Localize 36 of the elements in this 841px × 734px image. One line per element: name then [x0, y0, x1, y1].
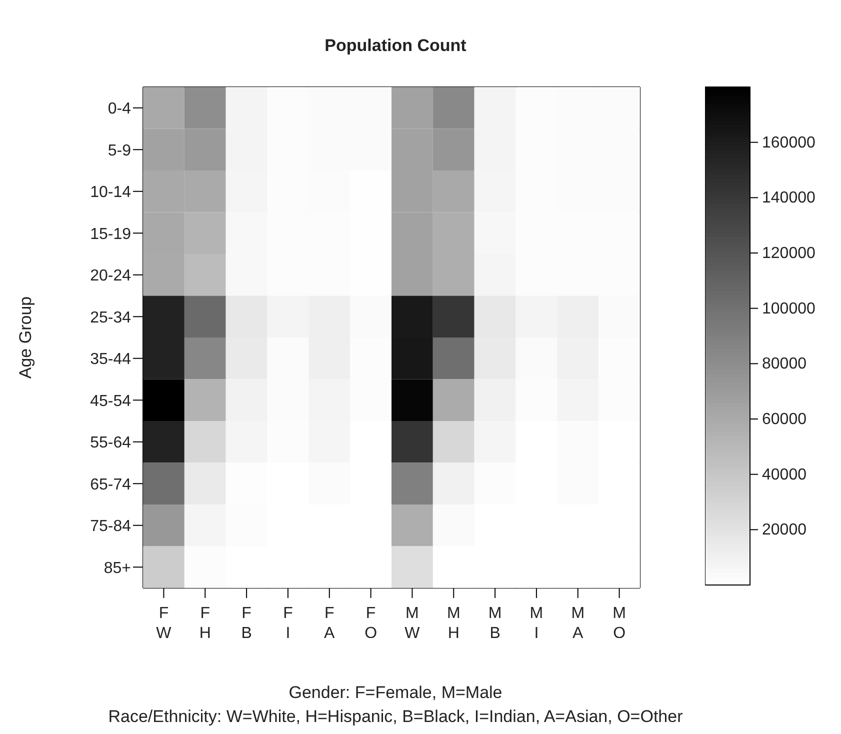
x-tick-label: M A [571, 605, 585, 642]
chart-title: Population Count [324, 36, 468, 56]
y-tick-label: 55-64 [90, 434, 132, 452]
y-tick-label: 5-9 [108, 142, 132, 160]
x-tick-label: F I [283, 605, 294, 642]
y-tick-label: 75-84 [90, 518, 132, 536]
color-scale: 20000 40000 60000 80000 100000 120000 140000 160000 [705, 79, 841, 599]
y-tick-label: 65-74 [90, 476, 132, 494]
x-tick-label: M W [404, 605, 421, 642]
y-axis-title: Age Group [16, 296, 36, 379]
x-tick-label: M I [530, 605, 544, 642]
x-tick-label: F H [199, 605, 211, 642]
x-axis-title: Gender: F=Female, M=Male Race/Ethnicity: W=White, H=Hispanic, B=Black, I=Indian, A=Asian, O=Other [107, 682, 684, 728]
x-tick-label: F B [241, 605, 252, 642]
x-tick-label: F W [156, 605, 172, 642]
x-tick-label: M H [446, 605, 460, 642]
color-bar-label: 40000 [762, 466, 807, 484]
color-bar-label: 140000 [762, 190, 816, 207]
y-tick-label: 85+ [104, 560, 131, 577]
y-tick-label: 0-4 [108, 100, 132, 118]
color-bar-label: 20000 [762, 522, 807, 539]
x-tick-label: F A [324, 605, 336, 642]
color-bar-label: 60000 [762, 411, 807, 428]
x-tick-label: F O [364, 605, 378, 642]
color-bar-label: 80000 [762, 356, 807, 373]
y-tick-label: 15-19 [90, 226, 132, 243]
x-tick-label: M B [488, 605, 502, 642]
y-tick-label: 45-54 [90, 392, 132, 410]
color-bar-label: 120000 [762, 245, 816, 262]
y-tick-label: 35-44 [90, 351, 132, 368]
color-bar-label: 100000 [762, 300, 816, 318]
y-tick-label: 10-14 [90, 184, 132, 202]
color-bar-label: 160000 [762, 134, 816, 152]
x-tick-label: M O [612, 605, 626, 642]
y-tick-label: 20-24 [90, 268, 132, 285]
y-tick-label: 25-34 [90, 309, 132, 326]
